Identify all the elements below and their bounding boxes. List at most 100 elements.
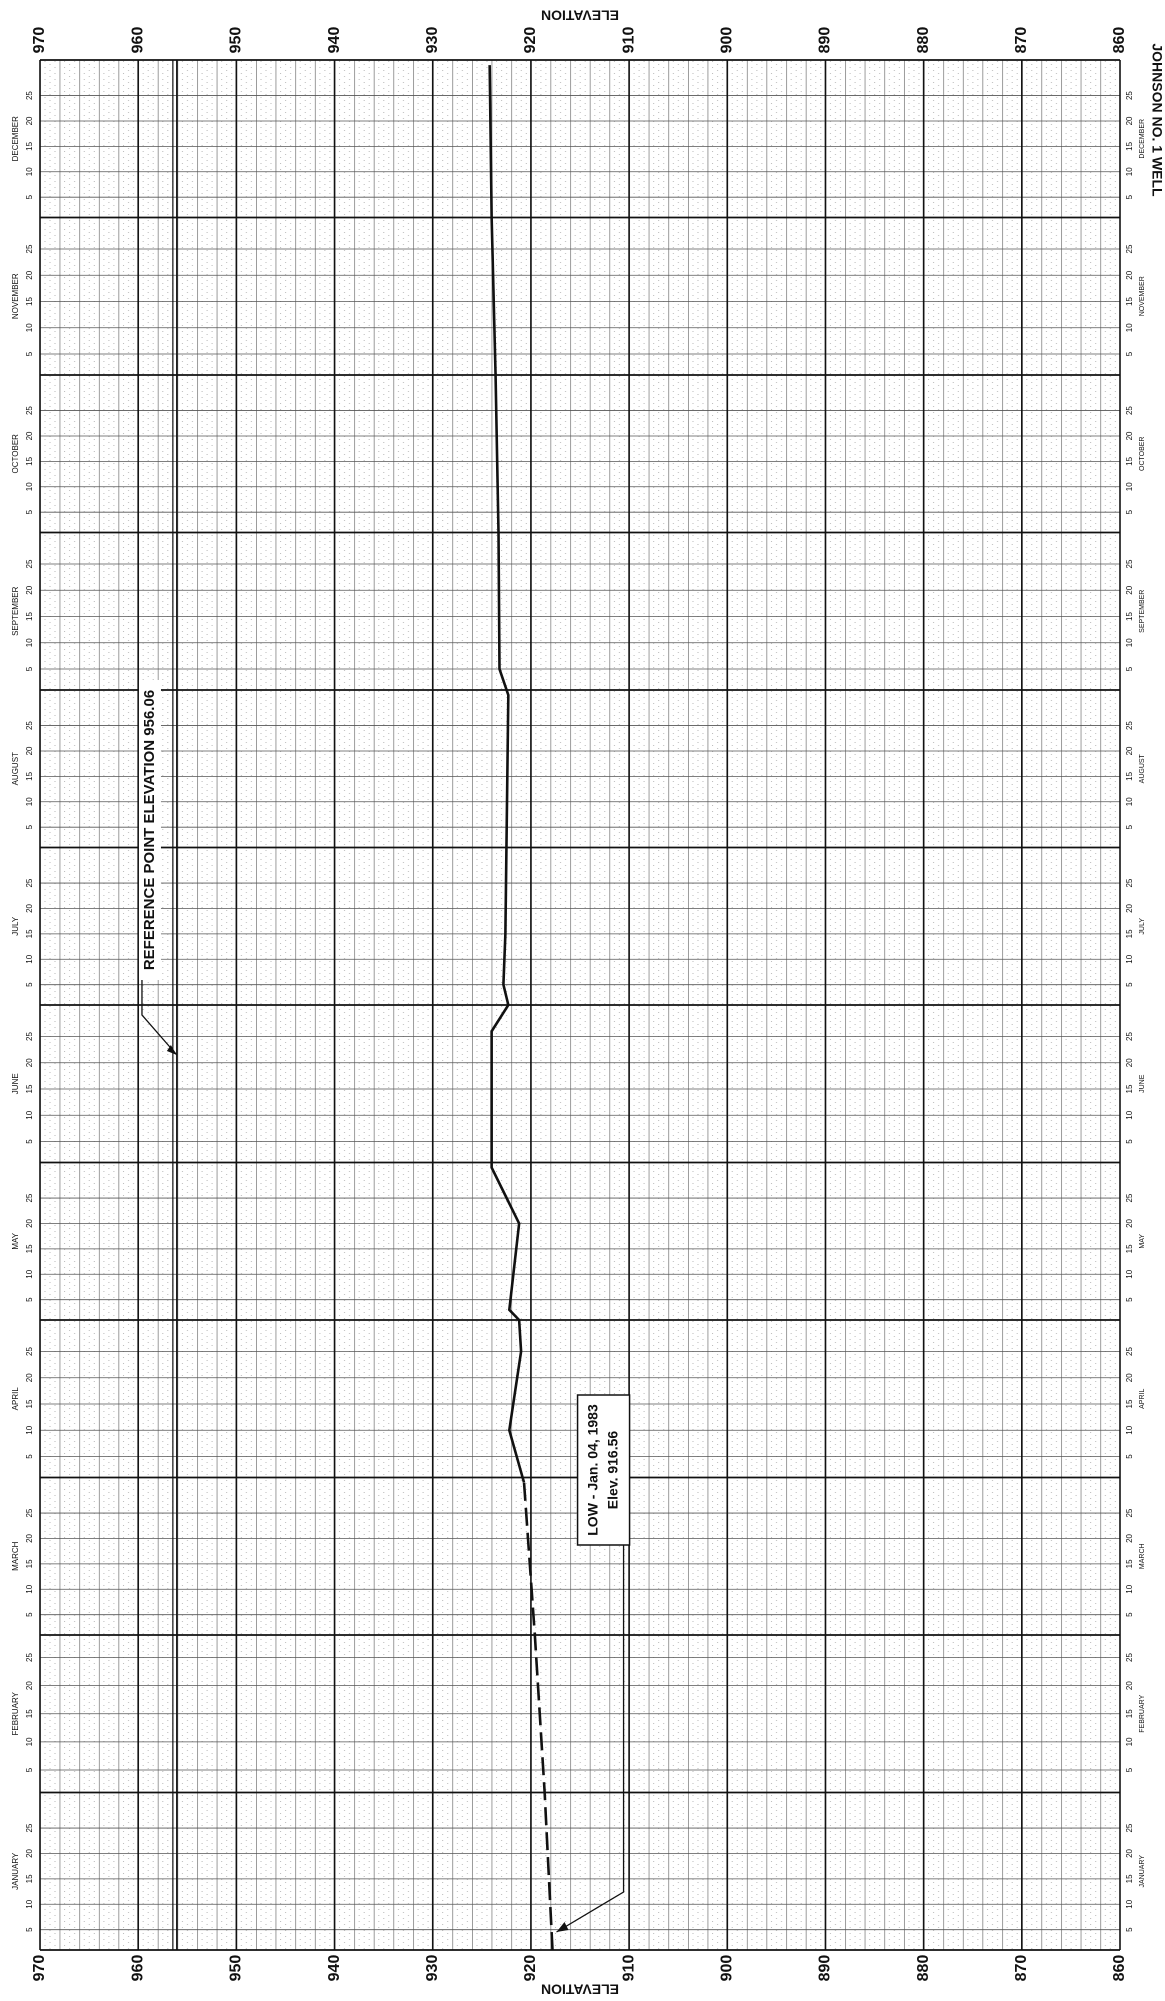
day-tick-label: 25 — [25, 1508, 34, 1517]
month-label: APRIL — [11, 1387, 20, 1411]
day-tick-label: 25 — [25, 91, 34, 100]
day-tick-label-right: 15 — [1125, 1084, 1134, 1093]
month-label-right: OCTOBER — [1139, 437, 1146, 472]
month-label: JUNE — [11, 1073, 20, 1094]
day-tick-label-right: 5 — [1125, 982, 1134, 987]
month-label-right: MARCH — [1139, 1543, 1146, 1569]
day-tick-label: 10 — [25, 954, 34, 963]
day-tick-label-right: 20 — [1125, 270, 1134, 279]
day-tick-label-right: 5 — [1125, 194, 1134, 199]
day-tick-label-right: 5 — [1125, 1612, 1134, 1617]
day-tick-label-right: 20 — [1125, 1373, 1134, 1382]
day-tick-label: 25 — [25, 878, 34, 887]
day-tick-label: 5 — [25, 351, 34, 356]
day-tick-label-right: 5 — [1125, 1927, 1134, 1932]
day-tick-label-right: 5 — [1125, 509, 1134, 514]
day-tick-label: 25 — [25, 1823, 34, 1832]
day-tick-label-right: 20 — [1125, 1533, 1134, 1542]
day-tick-label-right: 20 — [1125, 1848, 1134, 1857]
day-tick-label-right: 5 — [1125, 1139, 1134, 1144]
day-tick-label: 10 — [25, 482, 34, 491]
y-tick-label-bottom: 860 — [1111, 1955, 1128, 1982]
day-tick-label: 25 — [25, 1653, 34, 1662]
day-tick-label: 15 — [25, 1709, 34, 1718]
month-label-right: MAY — [1139, 1234, 1146, 1249]
day-tick-label: 20 — [25, 1218, 34, 1227]
low-leader — [556, 1545, 625, 1933]
day-tick-label-right: 15 — [1125, 456, 1134, 465]
day-tick-label: 20 — [25, 116, 34, 125]
day-tick-label-right: 25 — [1125, 559, 1134, 568]
day-tick-label-right: 25 — [1125, 721, 1134, 730]
day-tick-label-right: 15 — [1125, 141, 1134, 150]
y-tick-label-bottom: 940 — [326, 1955, 343, 1982]
day-tick-label: 10 — [25, 1899, 34, 1908]
day-tick-label: 15 — [25, 929, 34, 938]
day-tick-label-right: 10 — [1125, 323, 1134, 332]
y-tick-label-top: 950 — [228, 27, 245, 54]
day-tick-label: 20 — [25, 746, 34, 755]
y-tick-label-top: 860 — [1111, 27, 1128, 54]
reference-label-bg — [138, 680, 161, 980]
day-tick-label: 25 — [25, 244, 34, 253]
day-tick-label-right: 15 — [1125, 612, 1134, 621]
y-tick-label-top: 970 — [31, 27, 48, 54]
day-tick-label: 5 — [25, 982, 34, 987]
y-tick-label-top: 920 — [522, 27, 539, 54]
month-label: JANUARY — [11, 1852, 20, 1890]
day-tick-label-right: 5 — [1125, 666, 1134, 671]
day-tick-label-right: 20 — [1125, 1058, 1134, 1067]
day-tick-label-right: 20 — [1125, 1218, 1134, 1227]
y-tick-label-top: 900 — [718, 27, 735, 54]
month-label: MARCH — [11, 1541, 20, 1571]
day-tick-label: 20 — [25, 270, 34, 279]
day-tick-label-right: 10 — [1125, 1899, 1134, 1908]
day-tick-label-right: 25 — [1125, 1193, 1134, 1202]
series-line — [488, 65, 526, 1483]
day-tick-label: 5 — [25, 666, 34, 671]
y-tick-label-top: 880 — [915, 27, 932, 54]
y-tick-label-top: 890 — [817, 27, 834, 54]
day-tick-label-right: 5 — [1125, 824, 1134, 829]
day-tick-label-right: 25 — [1125, 1508, 1134, 1517]
month-label-right: DECEMBER — [1139, 119, 1146, 159]
low-annotation-text: Elev. 916.56 — [604, 1431, 620, 1510]
y-tick-label-bottom: 960 — [129, 1955, 146, 1982]
day-tick-label-right: 10 — [1125, 797, 1134, 806]
day-tick-label: 15 — [25, 141, 34, 150]
day-tick-label: 5 — [25, 1297, 34, 1302]
day-tick-label: 5 — [25, 1767, 34, 1772]
day-tick-label-right: 15 — [1125, 929, 1134, 938]
day-tick-label: 5 — [25, 1927, 34, 1932]
day-tick-label-right: 20 — [1125, 903, 1134, 912]
day-tick-label-right: 15 — [1125, 1244, 1134, 1253]
day-tick-label-right: 10 — [1125, 1737, 1134, 1746]
day-tick-label-right: 25 — [1125, 1823, 1134, 1832]
y-tick-label-top: 870 — [1013, 27, 1030, 54]
day-tick-label: 25 — [25, 406, 34, 415]
axis-label-bottom: ELEVATION — [541, 1981, 619, 1997]
day-tick-label: 20 — [25, 1681, 34, 1690]
y-tick-label-bottom: 920 — [522, 1955, 539, 1982]
day-tick-label-right: 15 — [1125, 1709, 1134, 1718]
day-tick-label: 10 — [25, 167, 34, 176]
month-label-right: SEPTEMBER — [1139, 590, 1146, 633]
day-tick-label: 10 — [25, 797, 34, 806]
day-tick-label: 20 — [25, 585, 34, 594]
month-label-right: JULY — [1139, 918, 1146, 935]
day-tick-label: 10 — [25, 1425, 34, 1434]
day-tick-label: 20 — [25, 1848, 34, 1857]
month-label: OCTOBER — [11, 434, 20, 474]
day-tick-label: 15 — [25, 1874, 34, 1883]
day-tick-label-right: 5 — [1125, 1767, 1134, 1772]
y-tick-label-bottom: 950 — [228, 1955, 245, 1982]
day-tick-label: 5 — [25, 1139, 34, 1144]
day-tick-label-right: 25 — [1125, 1032, 1134, 1041]
y-tick-label-bottom: 910 — [620, 1955, 637, 1982]
day-tick-label-right: 25 — [1125, 91, 1134, 100]
day-tick-label: 5 — [25, 1612, 34, 1617]
day-tick-label-right: 15 — [1125, 1874, 1134, 1883]
day-tick-label: 20 — [25, 1373, 34, 1382]
reference-arrow — [166, 1045, 177, 1055]
